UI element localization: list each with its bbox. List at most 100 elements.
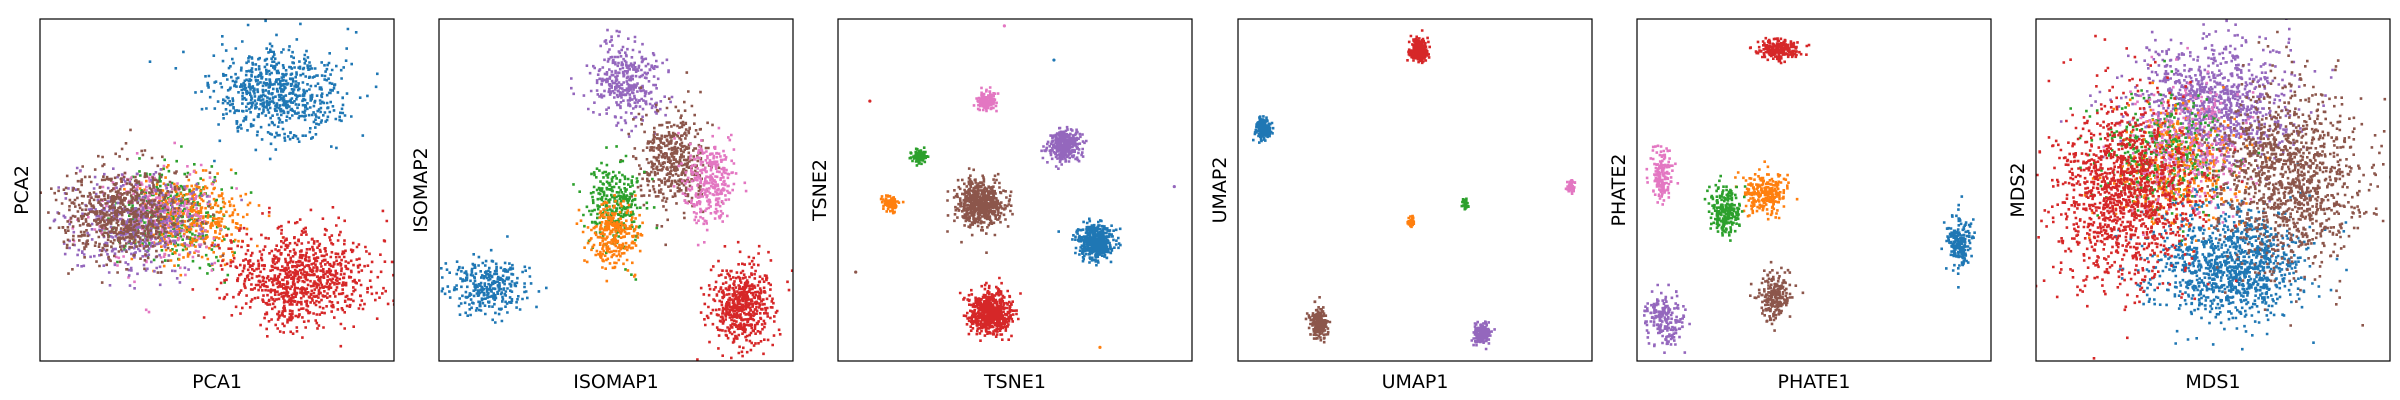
- cluster-points-blue: [2112, 161, 2348, 351]
- axes-frame: [2035, 18, 2391, 362]
- cluster-points-green: [1460, 197, 1470, 211]
- cluster-blue: [1057, 217, 1122, 267]
- scatter-points: [2036, 19, 2390, 360]
- cluster-blue: [148, 19, 379, 163]
- scatter-points: [440, 28, 793, 361]
- cluster-blue: [1940, 195, 1976, 289]
- subplot-isomap1: ISOMAP1 ISOMAP2: [410, 18, 794, 393]
- axes-frame: [39, 18, 395, 362]
- cluster-red: [958, 276, 1022, 342]
- cluster-points-blue: [1252, 115, 1275, 144]
- cluster-red: [1748, 36, 1811, 65]
- cluster-red: [1406, 29, 1431, 65]
- x-axis-label: PCA1: [192, 371, 242, 393]
- outlier-point: [1052, 58, 1056, 62]
- cluster-blue: [440, 235, 548, 324]
- scatter-points: [854, 24, 1176, 349]
- cluster-purple: [1040, 125, 1088, 170]
- cluster-orange: [1406, 214, 1416, 229]
- axes-frame: [1237, 18, 1593, 362]
- y-axis-label: ISOMAP2: [410, 147, 432, 233]
- cluster-points-orange: [879, 194, 905, 215]
- cluster-orange: [575, 194, 644, 283]
- cluster-points-purple: [1643, 283, 1691, 354]
- cluster-points-brown: [946, 167, 1014, 254]
- axes-frame: [837, 18, 1193, 362]
- outlier-point: [1172, 184, 1176, 189]
- subplot-pca1: PCA1 PCA2: [11, 18, 395, 393]
- scatter-points: [1252, 29, 1577, 351]
- cluster-purple: [1470, 320, 1496, 351]
- axes-frame: [1636, 18, 1992, 362]
- outlier-point: [868, 99, 872, 103]
- cluster-brown: [40, 128, 225, 284]
- x-axis-label: UMAP1: [1382, 371, 1449, 393]
- cluster-purple: [570, 28, 674, 138]
- cluster-points-pink: [672, 126, 748, 247]
- cluster-points-orange: [1406, 214, 1416, 229]
- cluster-points-purple: [2059, 19, 2334, 206]
- cluster-points-pink: [2089, 46, 2273, 237]
- cluster-pink: [672, 126, 748, 247]
- cluster-points-blue: [1940, 195, 1976, 289]
- cluster-pink: [1645, 144, 1680, 206]
- cluster-purple: [2059, 19, 2334, 206]
- panels-group: PCA1PCA2ISOMAP1ISOMAP2TSNE1TSNE2UMAP1UMA…: [11, 18, 2391, 393]
- cluster-brown: [619, 71, 724, 247]
- cluster-points-purple: [570, 28, 674, 138]
- cluster-blue: [2112, 161, 2348, 351]
- cluster-blue: [1252, 115, 1275, 144]
- cluster-brown: [1304, 296, 1332, 344]
- cluster-brown: [946, 167, 1014, 254]
- cluster-points-brown: [1749, 260, 1805, 332]
- cluster-points-red: [696, 240, 793, 361]
- y-axis-label: PHATE2: [1608, 154, 1630, 227]
- cluster-green: [908, 146, 930, 167]
- cluster-points-brown: [1304, 296, 1332, 344]
- outlier-point: [1098, 345, 1102, 349]
- axes-frame: [438, 18, 794, 362]
- cluster-points-pink: [972, 86, 1000, 113]
- x-axis-label: TSNE1: [983, 371, 1046, 393]
- cluster-green: [1703, 174, 1747, 242]
- cluster-points-pink: [68, 141, 238, 314]
- cluster-orange: [1734, 160, 1799, 221]
- subplot-umap1: UMAP1 UMAP2: [1209, 18, 1593, 393]
- outlier-point: [854, 270, 858, 274]
- cluster-points-red: [958, 276, 1022, 342]
- cluster-points-green: [1703, 174, 1747, 242]
- cluster-points-brown: [619, 71, 724, 247]
- cluster-points-blue: [440, 235, 548, 324]
- cluster-points-pink: [1645, 144, 1680, 206]
- subplot-mds1: MDS1 MDS2: [2007, 18, 2391, 393]
- y-axis-label: MDS2: [2007, 162, 2029, 217]
- scatter-points: [1643, 36, 1976, 354]
- subplot-tsne1: TSNE1 TSNE2: [809, 18, 1193, 393]
- cluster-pink: [1564, 179, 1577, 195]
- cluster-green: [1460, 197, 1470, 211]
- cluster-points-red: [1406, 29, 1431, 65]
- cluster-points-pink: [1564, 179, 1577, 195]
- y-axis-label: UMAP2: [1209, 157, 1231, 224]
- cluster-orange: [879, 194, 905, 215]
- x-axis-label: MDS1: [2185, 371, 2240, 393]
- cluster-purple: [1643, 283, 1691, 354]
- cluster-points-red: [1748, 36, 1811, 65]
- y-axis-label: PCA2: [11, 165, 33, 215]
- cluster-red: [191, 206, 394, 348]
- cluster-points-red: [191, 206, 394, 348]
- cluster-points-brown: [40, 128, 225, 284]
- cluster-points-blue: [1057, 217, 1122, 267]
- cluster-pink: [2089, 46, 2273, 237]
- cluster-red: [696, 240, 793, 361]
- scatter-points: [40, 19, 394, 348]
- x-axis-label: ISOMAP1: [573, 371, 659, 393]
- cluster-points-green: [908, 146, 930, 167]
- cluster-points-orange: [575, 194, 644, 283]
- cluster-points-blue: [148, 19, 379, 163]
- outlier-point: [1002, 24, 1006, 28]
- cluster-points-purple: [1040, 125, 1088, 170]
- x-axis-label: PHATE1: [1778, 371, 1851, 393]
- cluster-points-orange: [1734, 160, 1799, 221]
